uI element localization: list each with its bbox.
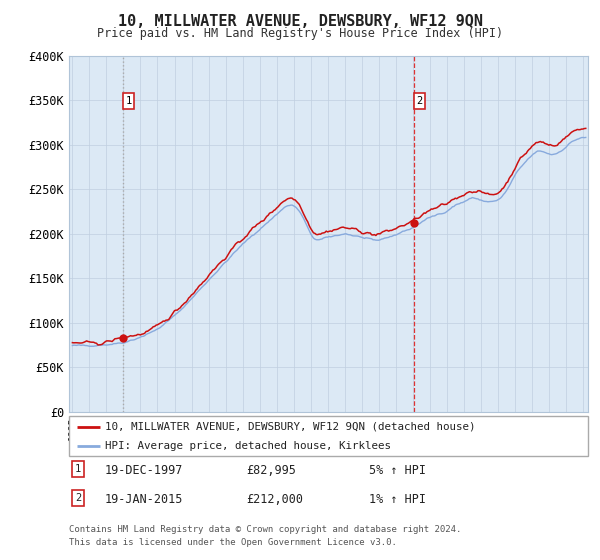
Text: 1: 1: [75, 464, 81, 474]
Text: This data is licensed under the Open Government Licence v3.0.: This data is licensed under the Open Gov…: [69, 538, 397, 547]
Text: £82,995: £82,995: [246, 464, 296, 477]
Text: 2: 2: [416, 96, 422, 106]
Text: 10, MILLWATER AVENUE, DEWSBURY, WF12 9QN: 10, MILLWATER AVENUE, DEWSBURY, WF12 9QN: [118, 14, 482, 29]
Text: 1% ↑ HPI: 1% ↑ HPI: [369, 493, 426, 506]
Text: 5% ↑ HPI: 5% ↑ HPI: [369, 464, 426, 477]
Text: 19-DEC-1997: 19-DEC-1997: [105, 464, 184, 477]
Text: Contains HM Land Registry data © Crown copyright and database right 2024.: Contains HM Land Registry data © Crown c…: [69, 525, 461, 534]
Text: 19-JAN-2015: 19-JAN-2015: [105, 493, 184, 506]
FancyBboxPatch shape: [69, 416, 588, 456]
Text: Price paid vs. HM Land Registry's House Price Index (HPI): Price paid vs. HM Land Registry's House …: [97, 27, 503, 40]
Text: 2: 2: [75, 493, 81, 503]
Text: 10, MILLWATER AVENUE, DEWSBURY, WF12 9QN (detached house): 10, MILLWATER AVENUE, DEWSBURY, WF12 9QN…: [106, 422, 476, 432]
Text: 1: 1: [125, 96, 132, 106]
Text: HPI: Average price, detached house, Kirklees: HPI: Average price, detached house, Kirk…: [106, 441, 391, 450]
Text: £212,000: £212,000: [246, 493, 303, 506]
